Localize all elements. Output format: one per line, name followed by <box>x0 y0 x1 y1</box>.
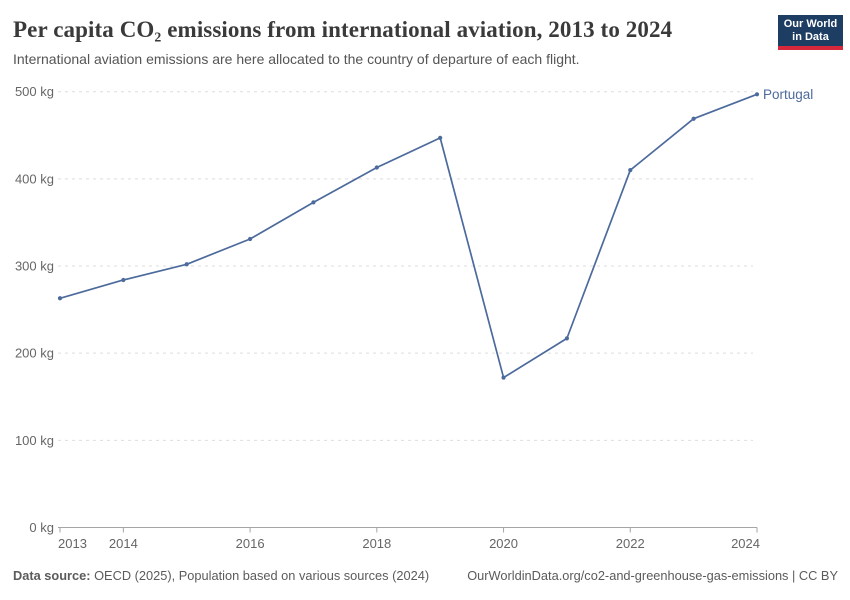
chart-footer: Data source: OECD (2025), Population bas… <box>13 568 838 583</box>
chart-subtitle: International aviation emissions are her… <box>13 51 580 67</box>
y-tick-label-200: 200 kg <box>15 346 54 361</box>
data-point-2024[interactable] <box>754 92 760 97</box>
data-point-2022[interactable] <box>628 168 633 173</box>
y-tick-label-500: 500 kg <box>15 84 54 99</box>
data-point-2019[interactable] <box>438 135 443 140</box>
x-tick-label-2020: 2020 <box>489 536 518 551</box>
owid-logo[interactable]: Our World in Data <box>778 15 843 50</box>
data-source-note: Data source: OECD (2025), Population bas… <box>13 568 429 583</box>
y-tick-label-400: 400 kg <box>15 171 54 186</box>
owid-logo-line2: in Data <box>792 30 829 43</box>
chart-title: Per capita CO₂ emissions from internatio… <box>13 17 673 42</box>
y-tick-label-0: 0 kg <box>29 520 54 535</box>
data-point-2020[interactable] <box>501 375 506 380</box>
data-source-text: OECD (2025), Population based on various… <box>90 568 430 583</box>
data-point-2014[interactable] <box>121 277 126 283</box>
x-tick-label-2016: 2016 <box>236 536 265 551</box>
owid-logo-line1: Our World <box>783 17 838 30</box>
data-point-2017[interactable] <box>311 200 316 205</box>
data-point-2016[interactable] <box>247 236 253 242</box>
data-source-label: Data source: <box>13 568 91 583</box>
x-tick-label-2024: 2024 <box>731 536 760 551</box>
y-tick-label-300: 300 kg <box>15 259 54 274</box>
data-point-2015[interactable] <box>184 262 189 267</box>
data-point-2023[interactable] <box>691 116 696 121</box>
x-tick-label-2013: 2013 <box>58 536 87 551</box>
data-point-2018[interactable] <box>374 165 379 170</box>
x-tick-label-2014: 2014 <box>109 536 138 551</box>
x-tick-label-2022: 2022 <box>616 536 645 551</box>
x-tick-label-2018: 2018 <box>362 536 391 551</box>
data-point-2013[interactable] <box>57 296 63 301</box>
data-point-2021[interactable] <box>564 336 570 341</box>
series-end-label[interactable]: Portugal <box>763 87 813 102</box>
series-line-portugal[interactable] <box>59 93 758 379</box>
owid-url-license: OurWorldinData.org/co2-and-greenhouse-ga… <box>467 568 838 583</box>
owid-logo-red-bar <box>778 46 843 50</box>
y-tick-label-100: 100 kg <box>15 433 54 448</box>
